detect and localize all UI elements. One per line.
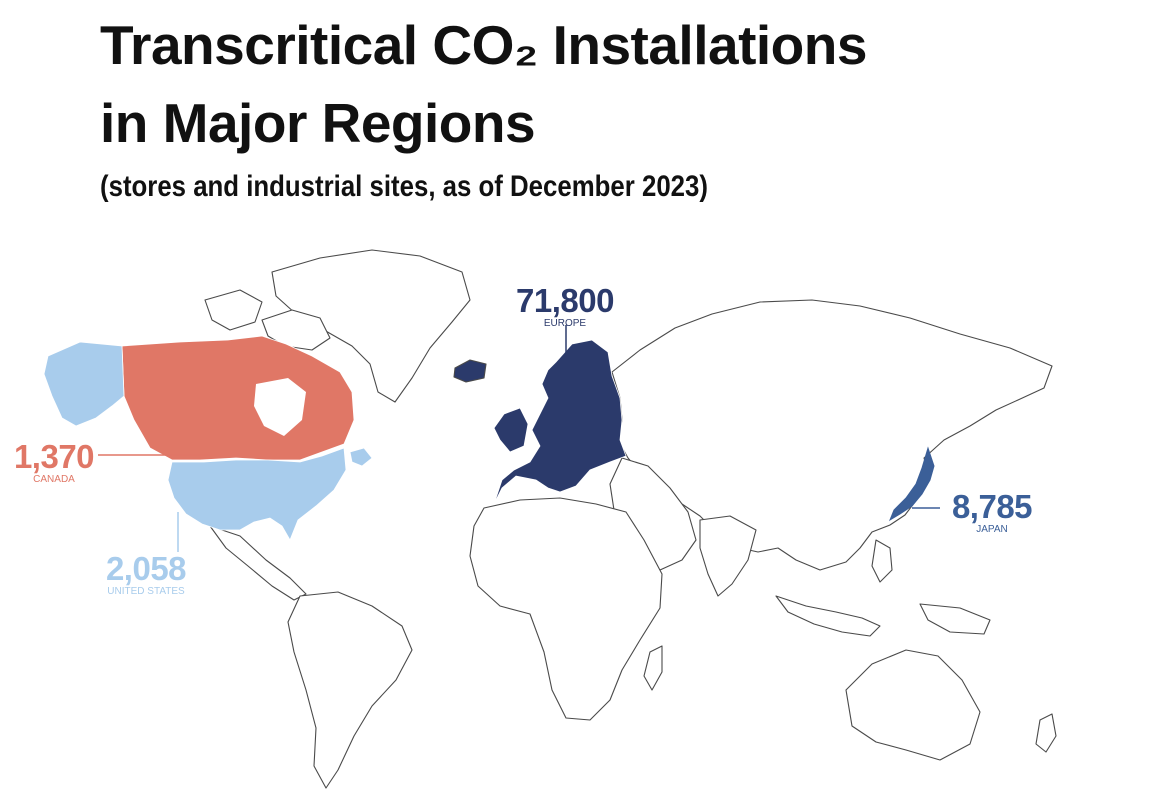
title-line-1: Transcritical CO₂ Installations [100, 14, 867, 76]
title-line-2: in Major Regions [100, 92, 536, 154]
united-states-name: UNITED STATES [107, 586, 185, 597]
japan-value: 8,785 [951, 488, 1033, 525]
madagascar-shape [643, 645, 663, 691]
philippines-shape [871, 539, 893, 583]
arctic-islands-shape-2 [261, 309, 331, 351]
iceland-shape [453, 359, 487, 383]
southeast-asia-islands-shape [775, 595, 881, 637]
canada-shape [121, 335, 355, 461]
arctic-islands-shape [204, 289, 263, 331]
new-guinea-shape [919, 603, 991, 635]
central-america-shape [209, 525, 307, 601]
uk-ireland-shape [493, 407, 529, 453]
europe-label: 71,800 EUROPE [500, 284, 630, 330]
world-map [43, 249, 1057, 789]
hudson-bay [254, 378, 306, 436]
india-shape [699, 515, 757, 597]
japan-name: JAPAN [976, 524, 1008, 535]
united-states-shape [167, 447, 347, 541]
map-title: Transcritical CO₂ Installations in Major… [100, 6, 1060, 162]
alaska-shape [43, 341, 125, 427]
japan-shape [888, 446, 935, 522]
europe-value: 71,800 [516, 282, 614, 319]
united-states-value: 2,058 [105, 550, 187, 587]
south-america-shape [287, 591, 413, 789]
maritime-shape [349, 447, 373, 467]
europe-shape [493, 339, 627, 505]
new-zealand-shape [1035, 713, 1057, 753]
canada-value: 1,370 [13, 438, 95, 475]
map-subtitle: (stores and industrial sites, as of Dece… [100, 170, 708, 203]
canada-label: 1,370 CANADA [0, 440, 108, 486]
united-states-label: 2,058 UNITED STATES [90, 552, 202, 598]
australia-shape [845, 649, 981, 761]
europe-name: EUROPE [543, 318, 587, 329]
canada-name: CANADA [33, 474, 75, 485]
japan-label: 8,785 JAPAN [940, 490, 1044, 536]
africa-shape [469, 497, 663, 721]
